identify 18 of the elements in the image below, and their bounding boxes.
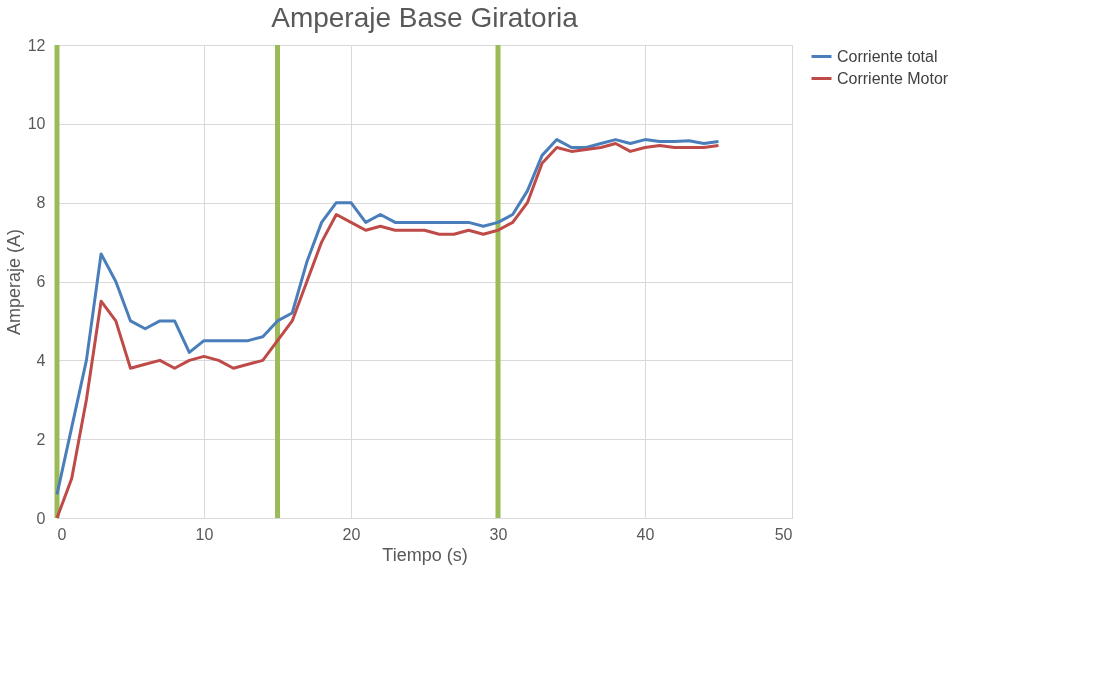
y-tick-label: 10 (27, 115, 46, 133)
x-axis-title: Tiempo (s) (382, 544, 468, 565)
y-tick-label: 8 (36, 194, 46, 212)
y-tick-label: 0 (36, 509, 46, 527)
legend-label: Corriente Motor (837, 69, 949, 87)
y-tick-label: 6 (36, 273, 46, 290)
y-tick-label: 12 (27, 36, 46, 54)
y-tick-label: 2 (36, 430, 46, 448)
legend-label: Corriente total (837, 47, 938, 65)
y-tick-label: 4 (36, 351, 46, 369)
x-tick-label: 20 (342, 525, 361, 543)
chart-title: Amperaje Base Giratoria (271, 2, 579, 33)
y-axis-title: Amperaje (A) (3, 228, 24, 336)
x-tick-label: 0 (57, 525, 67, 543)
x-tick-label: 40 (636, 525, 655, 543)
x-tick-label: 10 (195, 525, 214, 543)
x-tick-label: 30 (489, 525, 508, 543)
x-tick-label: 50 (774, 525, 793, 543)
